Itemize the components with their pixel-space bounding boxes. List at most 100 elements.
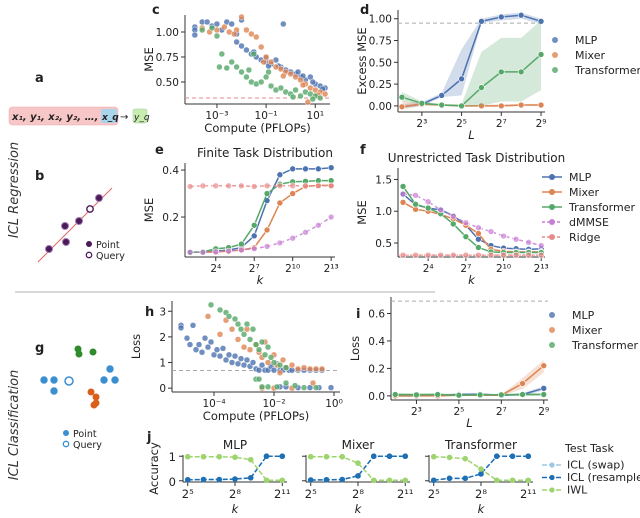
- y-axis-title: MSE: [355, 200, 369, 225]
- scatter-point-mixer: [260, 58, 267, 66]
- data-point-transformer: [458, 102, 465, 110]
- series-line-transformer: [395, 393, 544, 396]
- data-point-mlp: [327, 164, 335, 171]
- scatter-point-transformer: [267, 82, 275, 90]
- data-point-transformer: [412, 200, 419, 208]
- scatter-point-transformer: [231, 315, 239, 323]
- data-point-iwl: [355, 460, 361, 466]
- data-point-iwl: [525, 477, 532, 484]
- data-point-iclresample: [509, 453, 516, 460]
- cls-point-blue: [49, 386, 59, 396]
- data-point-dmmse: [462, 219, 470, 226]
- panel-letter: h: [145, 305, 154, 320]
- legend-query-marker: [85, 251, 93, 259]
- scatter-point-mixer: [243, 26, 250, 34]
- scatter-point-mixer: [234, 336, 242, 343]
- scatter-point-mlp: [204, 343, 212, 351]
- arrow-icon: →: [120, 112, 128, 123]
- scatter-point-mixer: [240, 343, 248, 351]
- x-tick-label: 2⁴: [210, 263, 221, 275]
- x-tick-label: 2¹⁰: [496, 263, 511, 275]
- data-point-mlp: [438, 92, 446, 99]
- x-tick-label: 2⁸: [352, 487, 364, 501]
- scatter-point-transformer: [243, 73, 250, 81]
- scatter-point-mlp: [228, 20, 235, 28]
- data-point-ridge: [424, 251, 432, 259]
- legend-marker: [549, 312, 555, 318]
- scatter-point-transformer: [225, 313, 233, 320]
- scatter-point-transformer: [258, 383, 266, 391]
- data-point-ridge: [263, 182, 271, 190]
- data-point-ridge: [475, 251, 482, 259]
- scatter-point-mixer: [309, 379, 317, 387]
- data-point-ridge: [437, 251, 445, 259]
- data-point-transformer: [238, 240, 245, 248]
- x-tick-label: 2⁷: [249, 263, 260, 275]
- scatter-point-mlp: [249, 359, 257, 366]
- data-point-ridge: [537, 251, 545, 259]
- data-point-transformer: [391, 391, 399, 398]
- scatter-point-transformer: [270, 359, 278, 366]
- y-tick-label: 1.5: [375, 174, 392, 186]
- data-point-mixer: [537, 101, 545, 109]
- legend-marker: [552, 67, 558, 73]
- sequence-text: x₁, y₁, x₂, y₂, …,: [11, 112, 98, 123]
- cls-point-green: [89, 348, 97, 356]
- cls-query: [64, 376, 74, 386]
- data-point-iclresample: [525, 453, 532, 460]
- y-tick-label: 0.6: [368, 308, 385, 320]
- series-line-ridge: [190, 185, 332, 188]
- subplot-title: Transformer: [444, 438, 517, 452]
- legend-marker: [549, 174, 555, 180]
- data-point-transformer: [540, 391, 548, 398]
- y-tick-label: 0.0: [368, 391, 385, 403]
- y-tick-label: 1: [169, 450, 176, 464]
- data-point-iwl: [263, 477, 270, 484]
- scatter-point-mixer: [221, 23, 228, 31]
- y-tick-label: 0.2: [162, 212, 179, 224]
- y-axis-title: MSE: [142, 47, 156, 72]
- data-point-iwl: [370, 477, 377, 484]
- data-point-iwl: [307, 453, 314, 460]
- x-tick-label: 2¹⁰: [285, 263, 300, 275]
- scatter-point-mlp: [207, 338, 215, 346]
- data-point-mixer: [478, 102, 485, 110]
- chart-title: Finite Task Distribution: [197, 146, 333, 160]
- scatter-point-transformer: [249, 325, 257, 333]
- scatter-point-mlp: [201, 334, 209, 342]
- data-point-ridge: [449, 251, 457, 259]
- data-point-iwl: [216, 453, 223, 460]
- scatter-point-mlp: [233, 38, 240, 46]
- series-line-dmmse: [190, 216, 332, 254]
- data-point-iclresample: [402, 453, 409, 460]
- legend-label: MLP: [569, 171, 592, 184]
- y-tick-label: 0.4: [368, 336, 385, 348]
- series-line-mlp: [401, 14, 542, 108]
- point: [45, 245, 53, 253]
- legend-label: MLP: [575, 34, 598, 47]
- chart-title: Unrestricted Task Distribution: [388, 151, 566, 165]
- legend-label: dMMSE: [569, 216, 609, 229]
- scatter-point-mlp: [189, 322, 197, 329]
- scatter-point-mixer: [216, 331, 224, 338]
- chart-c: 0.50 0.75 1.00 10⁻³ 10⁻¹ 10¹ c MSE Compute (PFLO…: [142, 3, 330, 135]
- data-point-mixer: [276, 199, 284, 207]
- scatter-point-transformer: [273, 383, 281, 391]
- x-tick-label: 2⁵: [182, 487, 194, 501]
- data-point-transformer: [413, 391, 420, 399]
- scatter-point-mlp: [258, 361, 266, 369]
- data-point-iclresample: [355, 473, 361, 479]
- y-tick-label: 0: [169, 475, 176, 489]
- legend-label: IWL: [567, 484, 588, 497]
- scatter-point-transformer: [291, 382, 299, 389]
- x-tick-label: 2⁵: [305, 487, 317, 501]
- x-axis-title: k: [478, 502, 486, 516]
- scatter-point-mixer: [292, 73, 299, 81]
- data-point-ridge: [238, 182, 245, 190]
- data-point-ridge: [315, 182, 322, 190]
- scatter-point-mlp: [238, 42, 245, 50]
- scatter-point-mlp: [191, 31, 199, 39]
- scatter-point-mixer: [276, 369, 284, 377]
- scatter-point-mixer: [288, 361, 296, 369]
- data-point-dmmse: [276, 239, 284, 247]
